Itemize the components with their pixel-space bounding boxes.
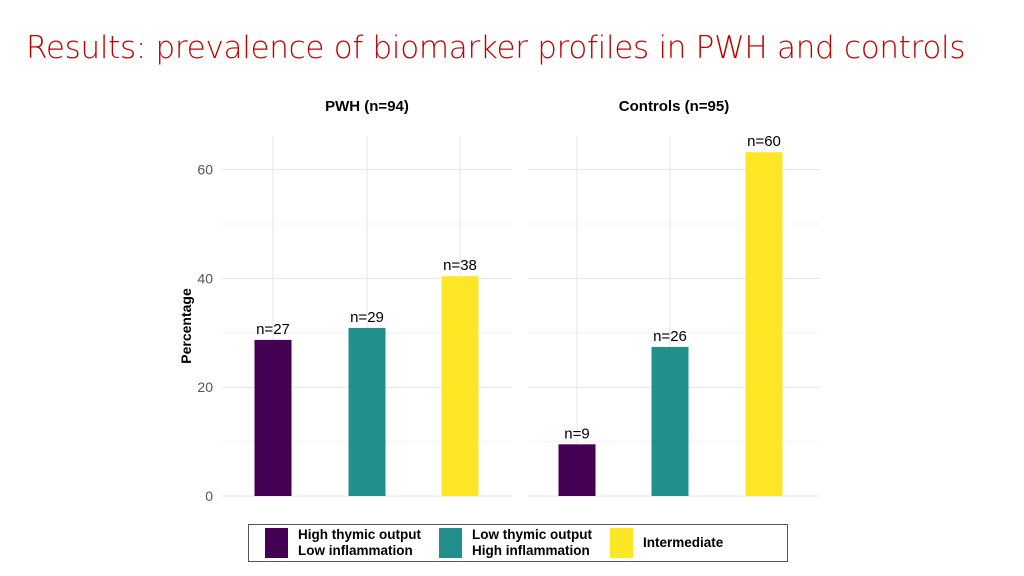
facet-title: PWH (n=94)	[325, 98, 409, 115]
bar	[254, 339, 292, 496]
legend-swatch	[265, 528, 288, 558]
legend-label: High thymic output Low inflammation	[298, 527, 421, 558]
bar-data-label: n=60	[747, 133, 781, 150]
bar-data-label: n=29	[350, 309, 384, 326]
bar-data-label: n=26	[653, 328, 687, 345]
bar	[348, 327, 386, 496]
legend-swatch	[438, 528, 462, 558]
bar	[558, 444, 596, 496]
y-tick-label: 0	[205, 488, 213, 504]
legend-label: Intermediate	[642, 535, 724, 550]
legend-item: High thymic output Low inflammation	[265, 527, 421, 559]
chart-legend: High thymic output Low inflammation Low th…	[248, 524, 788, 562]
legend-item: Low thymic output High inflammation	[438, 527, 592, 559]
legend-label: Low thymic output High inflammation	[471, 527, 592, 558]
legend-item: Intermediate	[609, 528, 724, 558]
y-tick-label: 40	[197, 270, 213, 286]
y-tick-label: 60	[197, 162, 213, 178]
legend-swatch	[609, 528, 633, 558]
y-axis-label: Percentage	[178, 288, 194, 364]
bar	[441, 276, 479, 496]
bar	[651, 346, 689, 496]
bar-data-label: n=27	[256, 321, 290, 338]
bar-data-label: n=38	[443, 257, 477, 274]
bar	[745, 152, 783, 497]
slide-title: Results: prevalence of biomarker profile…	[26, 30, 966, 66]
facet-title: Controls (n=95)	[619, 98, 729, 115]
bar-data-label: n=9	[564, 425, 589, 442]
y-tick-label: 20	[197, 379, 213, 395]
